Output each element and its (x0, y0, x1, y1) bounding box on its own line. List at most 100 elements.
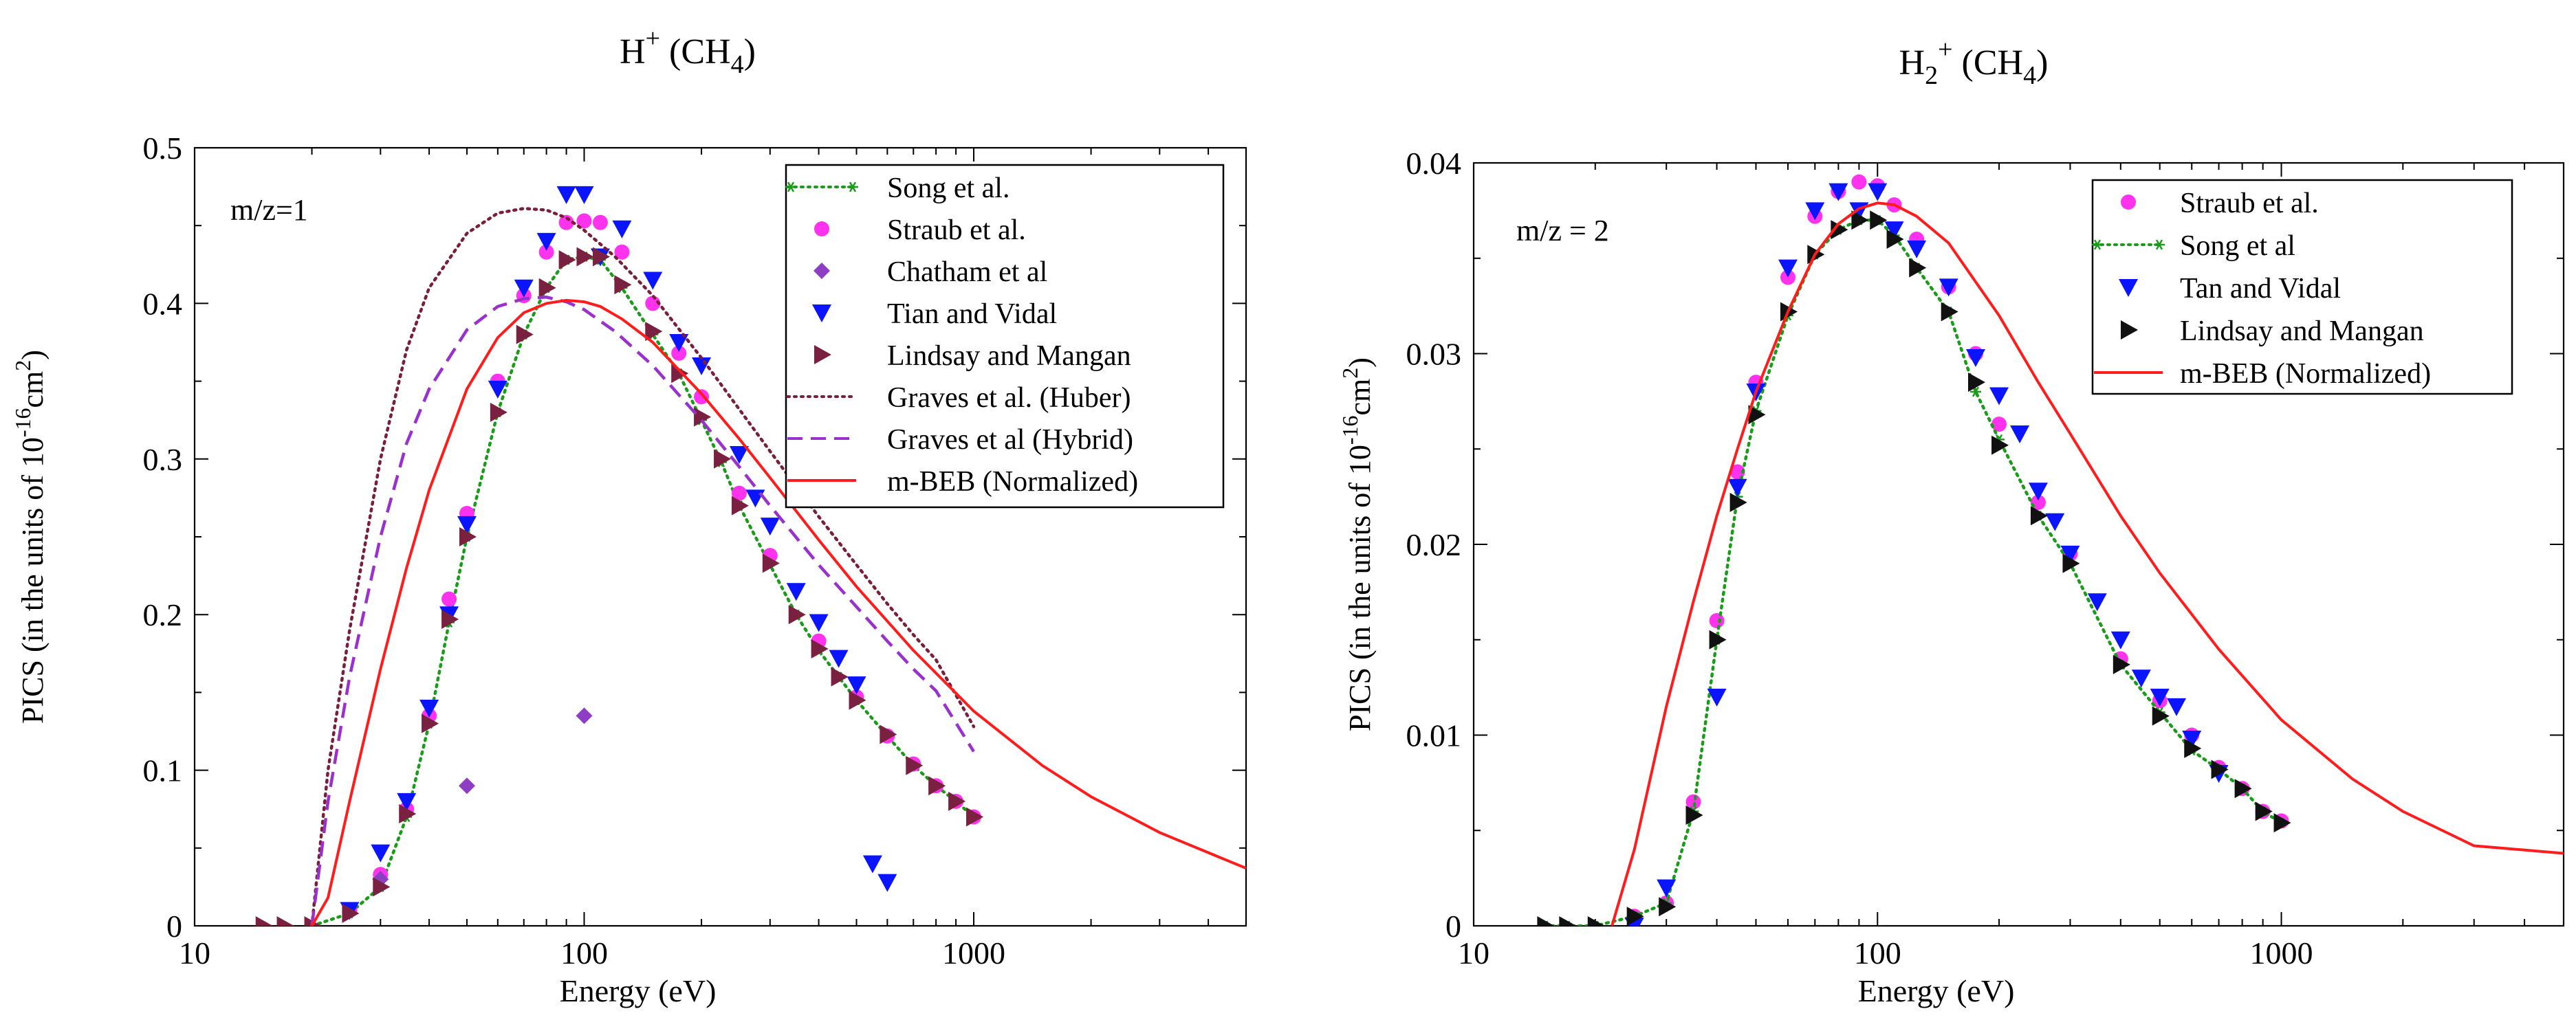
data-point (671, 345, 687, 361)
data-point (556, 186, 576, 204)
data-point (2184, 738, 2202, 758)
data-point (1559, 916, 1577, 926)
legend-label: Straub et al. (887, 214, 1026, 246)
series-line (1543, 219, 2283, 926)
x-axis-label: Energy (eV) (1858, 973, 2015, 1008)
data-point (516, 324, 534, 344)
legend-label: Song et al. (887, 173, 1009, 204)
data-point (2131, 669, 2151, 688)
data-point (614, 244, 630, 260)
data-point (342, 903, 360, 923)
data-point (745, 489, 765, 508)
data-point (1870, 210, 1888, 230)
data-point (1831, 220, 1848, 240)
data-point (1685, 806, 1703, 825)
data-point (1851, 174, 1867, 190)
data-point (2167, 698, 2187, 716)
legend-marker (814, 263, 830, 279)
data-point (1965, 349, 1985, 368)
y-tick-label: 0 (1445, 909, 1461, 944)
legend-label: Straub et al. (2180, 188, 2319, 219)
data-point (1886, 230, 1904, 249)
data-point (731, 496, 749, 515)
data-point (2234, 779, 2252, 799)
data-point (490, 402, 507, 422)
data-point (643, 271, 663, 290)
legend-marker (2154, 239, 2165, 250)
data-point (849, 690, 866, 710)
legend-label: Graves et al (Hybrid) (887, 424, 1133, 456)
data-point (2110, 631, 2130, 650)
y-tick-label: 0.02 (1406, 527, 1462, 562)
y-tick-label: 0.03 (1406, 337, 1462, 372)
chart-panel-2: H2+ (CH4) 10 100 1000 0 0.01 0.02 0.03 0.04 Ener… (1338, 35, 2565, 1008)
data-point (669, 334, 689, 352)
data-point (576, 707, 593, 724)
legend-marker (812, 304, 831, 322)
data-point (2182, 731, 2202, 749)
data-point (276, 916, 294, 926)
series-m-beb-normalized- (1611, 201, 2564, 926)
data-point (948, 791, 966, 811)
data-point (1909, 258, 1927, 278)
series-line (310, 298, 1246, 926)
legend-label: m-BEB (Normalized) (2180, 358, 2431, 390)
chart-title-2: H2+ (CH4) (1899, 35, 2049, 90)
data-point (1907, 240, 1927, 258)
data-point (612, 220, 632, 239)
data-point (592, 247, 610, 267)
data-point (880, 724, 897, 744)
data-point (1657, 879, 1677, 898)
data-point (906, 755, 924, 775)
y-tick-label: 0.5 (143, 131, 183, 166)
legend-marker (2092, 239, 2103, 250)
data-point (1851, 210, 1869, 230)
data-point (645, 322, 663, 342)
data-point (1967, 373, 1985, 392)
data-point (592, 214, 608, 230)
y-tick-label: 0.3 (143, 442, 183, 477)
data-point (1748, 405, 1766, 425)
data-point (786, 583, 806, 601)
data-point (847, 676, 866, 695)
data-point (1626, 907, 1644, 926)
x-tick-label: 10 (1458, 935, 1489, 971)
data-point (714, 449, 732, 469)
data-point (1727, 478, 1747, 497)
legend: Straub et al. Song et al Tan and Vidal Lind… (2091, 179, 2513, 395)
legend-marker (847, 181, 858, 192)
legend-label: Lindsay and Mangan (887, 340, 1131, 372)
y-tick-label: 0.4 (143, 286, 183, 321)
data-point (255, 916, 273, 926)
y-tick-label: 0.1 (143, 753, 183, 788)
y-tick-label: 0 (166, 909, 182, 944)
data-point (811, 639, 829, 659)
data-point (422, 713, 439, 733)
data-point (809, 614, 829, 632)
legend-label: m-BEB (Normalized) (887, 466, 1138, 498)
legend-marker (2121, 320, 2138, 340)
x-axis-label: Energy (eV) (560, 973, 717, 1008)
legend-marker (2119, 279, 2138, 297)
data-point (1991, 435, 2009, 455)
data-point (928, 776, 946, 796)
data-point (1709, 613, 1725, 628)
data-point (1729, 492, 1747, 512)
data-point (574, 186, 594, 204)
y-axis-label: PICS (in the units of 10-16cm2) (1338, 357, 1377, 731)
legend: Song et al. Straub et al. Chatham et al Tia… (785, 164, 1225, 509)
data-point (536, 232, 556, 251)
data-point (1868, 183, 1888, 201)
data-point (760, 518, 780, 536)
series-group (255, 186, 1246, 926)
data-point (2211, 760, 2229, 779)
data-point (2045, 513, 2065, 531)
data-point (538, 244, 554, 260)
legend-marker (814, 221, 829, 236)
data-point (862, 855, 882, 874)
y-tick-label: 0.04 (1406, 146, 1462, 181)
data-point (1991, 417, 2007, 432)
data-point (731, 485, 747, 501)
data-point (576, 247, 594, 267)
data-point (373, 877, 391, 897)
